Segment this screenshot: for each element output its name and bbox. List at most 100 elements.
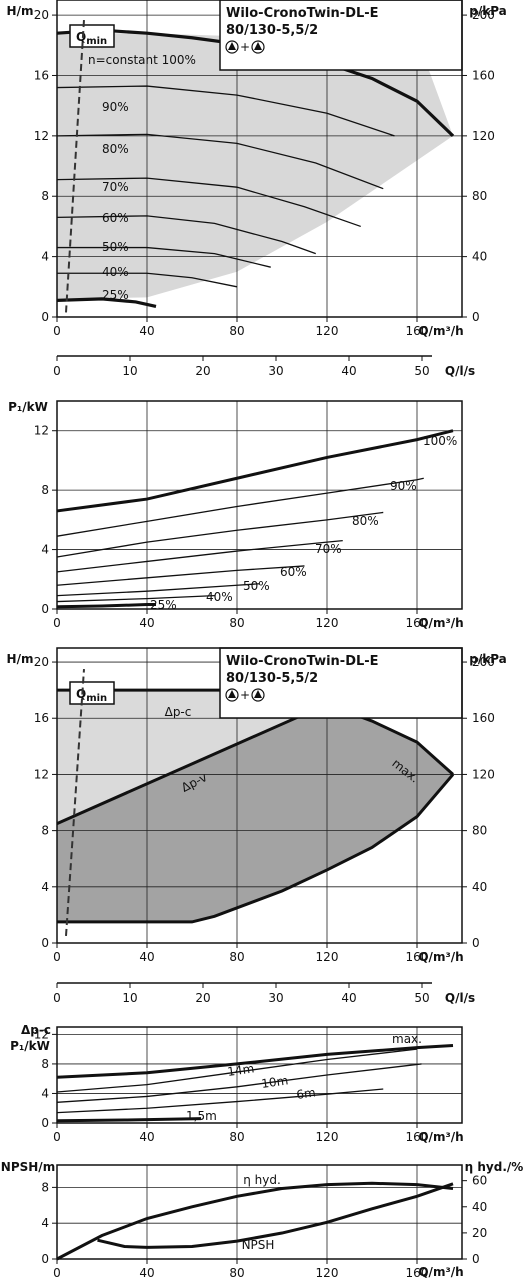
y-right-tick-label: 0 <box>472 310 480 324</box>
series-line <box>56 565 305 586</box>
y-tick-label: 8 <box>41 1057 49 1071</box>
qmin-label: Qmin <box>76 30 107 47</box>
series-label-efficiency: η hyd. <box>243 1173 281 1187</box>
y-tick-label: 8 <box>41 824 49 838</box>
series-label: 50% <box>102 240 129 254</box>
ls-tick-label: 20 <box>195 364 210 378</box>
y-right-tick-label: 120 <box>472 767 495 781</box>
y-right-tick-label: 200 <box>472 655 495 669</box>
x-axis-label: Q/m³/h <box>418 616 463 630</box>
y-right-tick-label: 0 <box>472 1252 480 1266</box>
y-axis-label: P₁/kW <box>10 1039 50 1053</box>
series-label: 50% <box>243 579 270 593</box>
x-tick-label: 40 <box>139 1130 154 1144</box>
series-label: 90% <box>390 479 417 493</box>
series-label: n=constant 100% <box>88 53 196 67</box>
y-tick-label: 4 <box>41 250 49 264</box>
x-tick-label: 80 <box>229 324 244 338</box>
x-tick-label: 0 <box>53 1266 61 1280</box>
series-label: 80% <box>102 142 129 156</box>
x-tick-label: 120 <box>316 950 339 964</box>
y-tick-label: 0 <box>41 602 49 616</box>
x-axis-label: Q/m³/h <box>418 1265 463 1279</box>
y-tick-label: 4 <box>41 543 49 557</box>
series-line <box>56 1043 454 1079</box>
qmin-box <box>69 681 115 705</box>
y-axis-label-right: p/kPa <box>469 4 507 18</box>
qmin-line <box>65 669 85 937</box>
x-tick-label: 0 <box>53 950 61 964</box>
qmin-box <box>69 24 115 48</box>
y-right-tick-label: 40 <box>472 880 487 894</box>
series-label: max. <box>392 1032 422 1046</box>
operating-envelope <box>57 33 453 299</box>
series-line <box>56 583 260 597</box>
y-right-tick-label: 200 <box>472 8 495 22</box>
ls-tick-label: 30 <box>268 991 283 1005</box>
pump-plus-sign: + <box>240 688 250 702</box>
qmin-line <box>65 19 85 313</box>
series-label: 80% <box>352 514 379 528</box>
series-label: 6m <box>295 1085 316 1102</box>
series-line <box>56 297 157 308</box>
y-right-tick-label: 80 <box>472 189 487 203</box>
ls-axis-label: Q/l/s <box>445 364 475 378</box>
pump-triangle-icon <box>228 690 236 698</box>
y-tick-label: 8 <box>41 1180 49 1194</box>
y-tick-label: 0 <box>41 1252 49 1266</box>
y-tick-label: 12 <box>34 424 49 438</box>
y-axis-label-right: η hyd./% <box>465 1160 524 1174</box>
chart-title: Wilo-CronoTwin-DL-E <box>226 6 379 21</box>
chart-subtitle: 80/130-5,5/2 <box>226 671 318 686</box>
x-tick-label: 40 <box>139 1266 154 1280</box>
series-line <box>56 215 316 255</box>
ls-tick-label: 10 <box>122 364 137 378</box>
ls-tick-label: 0 <box>53 364 61 378</box>
series-label: 40% <box>206 590 233 604</box>
y-axis-label-top: Δp-c <box>21 1023 51 1037</box>
series-line <box>57 272 238 288</box>
series-label: 70% <box>102 180 129 194</box>
y-tick-label: 4 <box>41 1086 49 1100</box>
y-right-tick-label: 80 <box>472 824 487 838</box>
y-tick-label: 8 <box>41 189 49 203</box>
y-axis-label: P₁/kW <box>8 400 48 414</box>
x-tick-label: 0 <box>53 324 61 338</box>
y-tick-label: 20 <box>34 8 49 22</box>
series-line <box>56 594 215 603</box>
x-tick-label: 80 <box>229 950 244 964</box>
series-label: 60% <box>280 565 307 579</box>
x-tick-label: 80 <box>229 1130 244 1144</box>
y-tick-label: 0 <box>41 310 49 324</box>
series-line <box>56 133 384 190</box>
y-tick-label: 8 <box>41 483 49 497</box>
x-tick-label: 80 <box>229 616 244 630</box>
ls-tick-label: 50 <box>414 991 429 1005</box>
ls-axis-label: Q/l/s <box>445 991 475 1005</box>
plot-border <box>56 1164 463 1260</box>
y-tick-label: 12 <box>34 767 49 781</box>
x-tick-label: 40 <box>139 950 154 964</box>
plot-border <box>56 0 463 318</box>
series-label: 40% <box>102 265 129 279</box>
pump-triangle-icon <box>228 42 236 50</box>
y-tick-label: 4 <box>41 1216 49 1230</box>
x-tick-label: 0 <box>53 616 61 630</box>
x-tick-label: 40 <box>139 616 154 630</box>
series-label: 14m <box>226 1061 255 1079</box>
y-right-tick-label: 20 <box>472 1226 487 1240</box>
series-label: 25% <box>102 288 129 302</box>
x-tick-label: 120 <box>316 1130 339 1144</box>
y-tick-label: 20 <box>34 655 49 669</box>
chart-title: Wilo-CronoTwin-DL-E <box>226 654 379 669</box>
series-label: 25% <box>150 598 177 612</box>
series-line <box>56 1063 422 1103</box>
x-axis-label: Q/m³/h <box>418 950 463 964</box>
y-right-tick-label: 0 <box>472 936 480 950</box>
y-right-tick-label: 40 <box>472 1200 487 1214</box>
flow-ls-axis-2: 0 10 20 30 40 50 Q/l/s <box>53 982 475 1005</box>
series-line <box>56 429 454 513</box>
x-tick-label: 120 <box>316 1266 339 1280</box>
